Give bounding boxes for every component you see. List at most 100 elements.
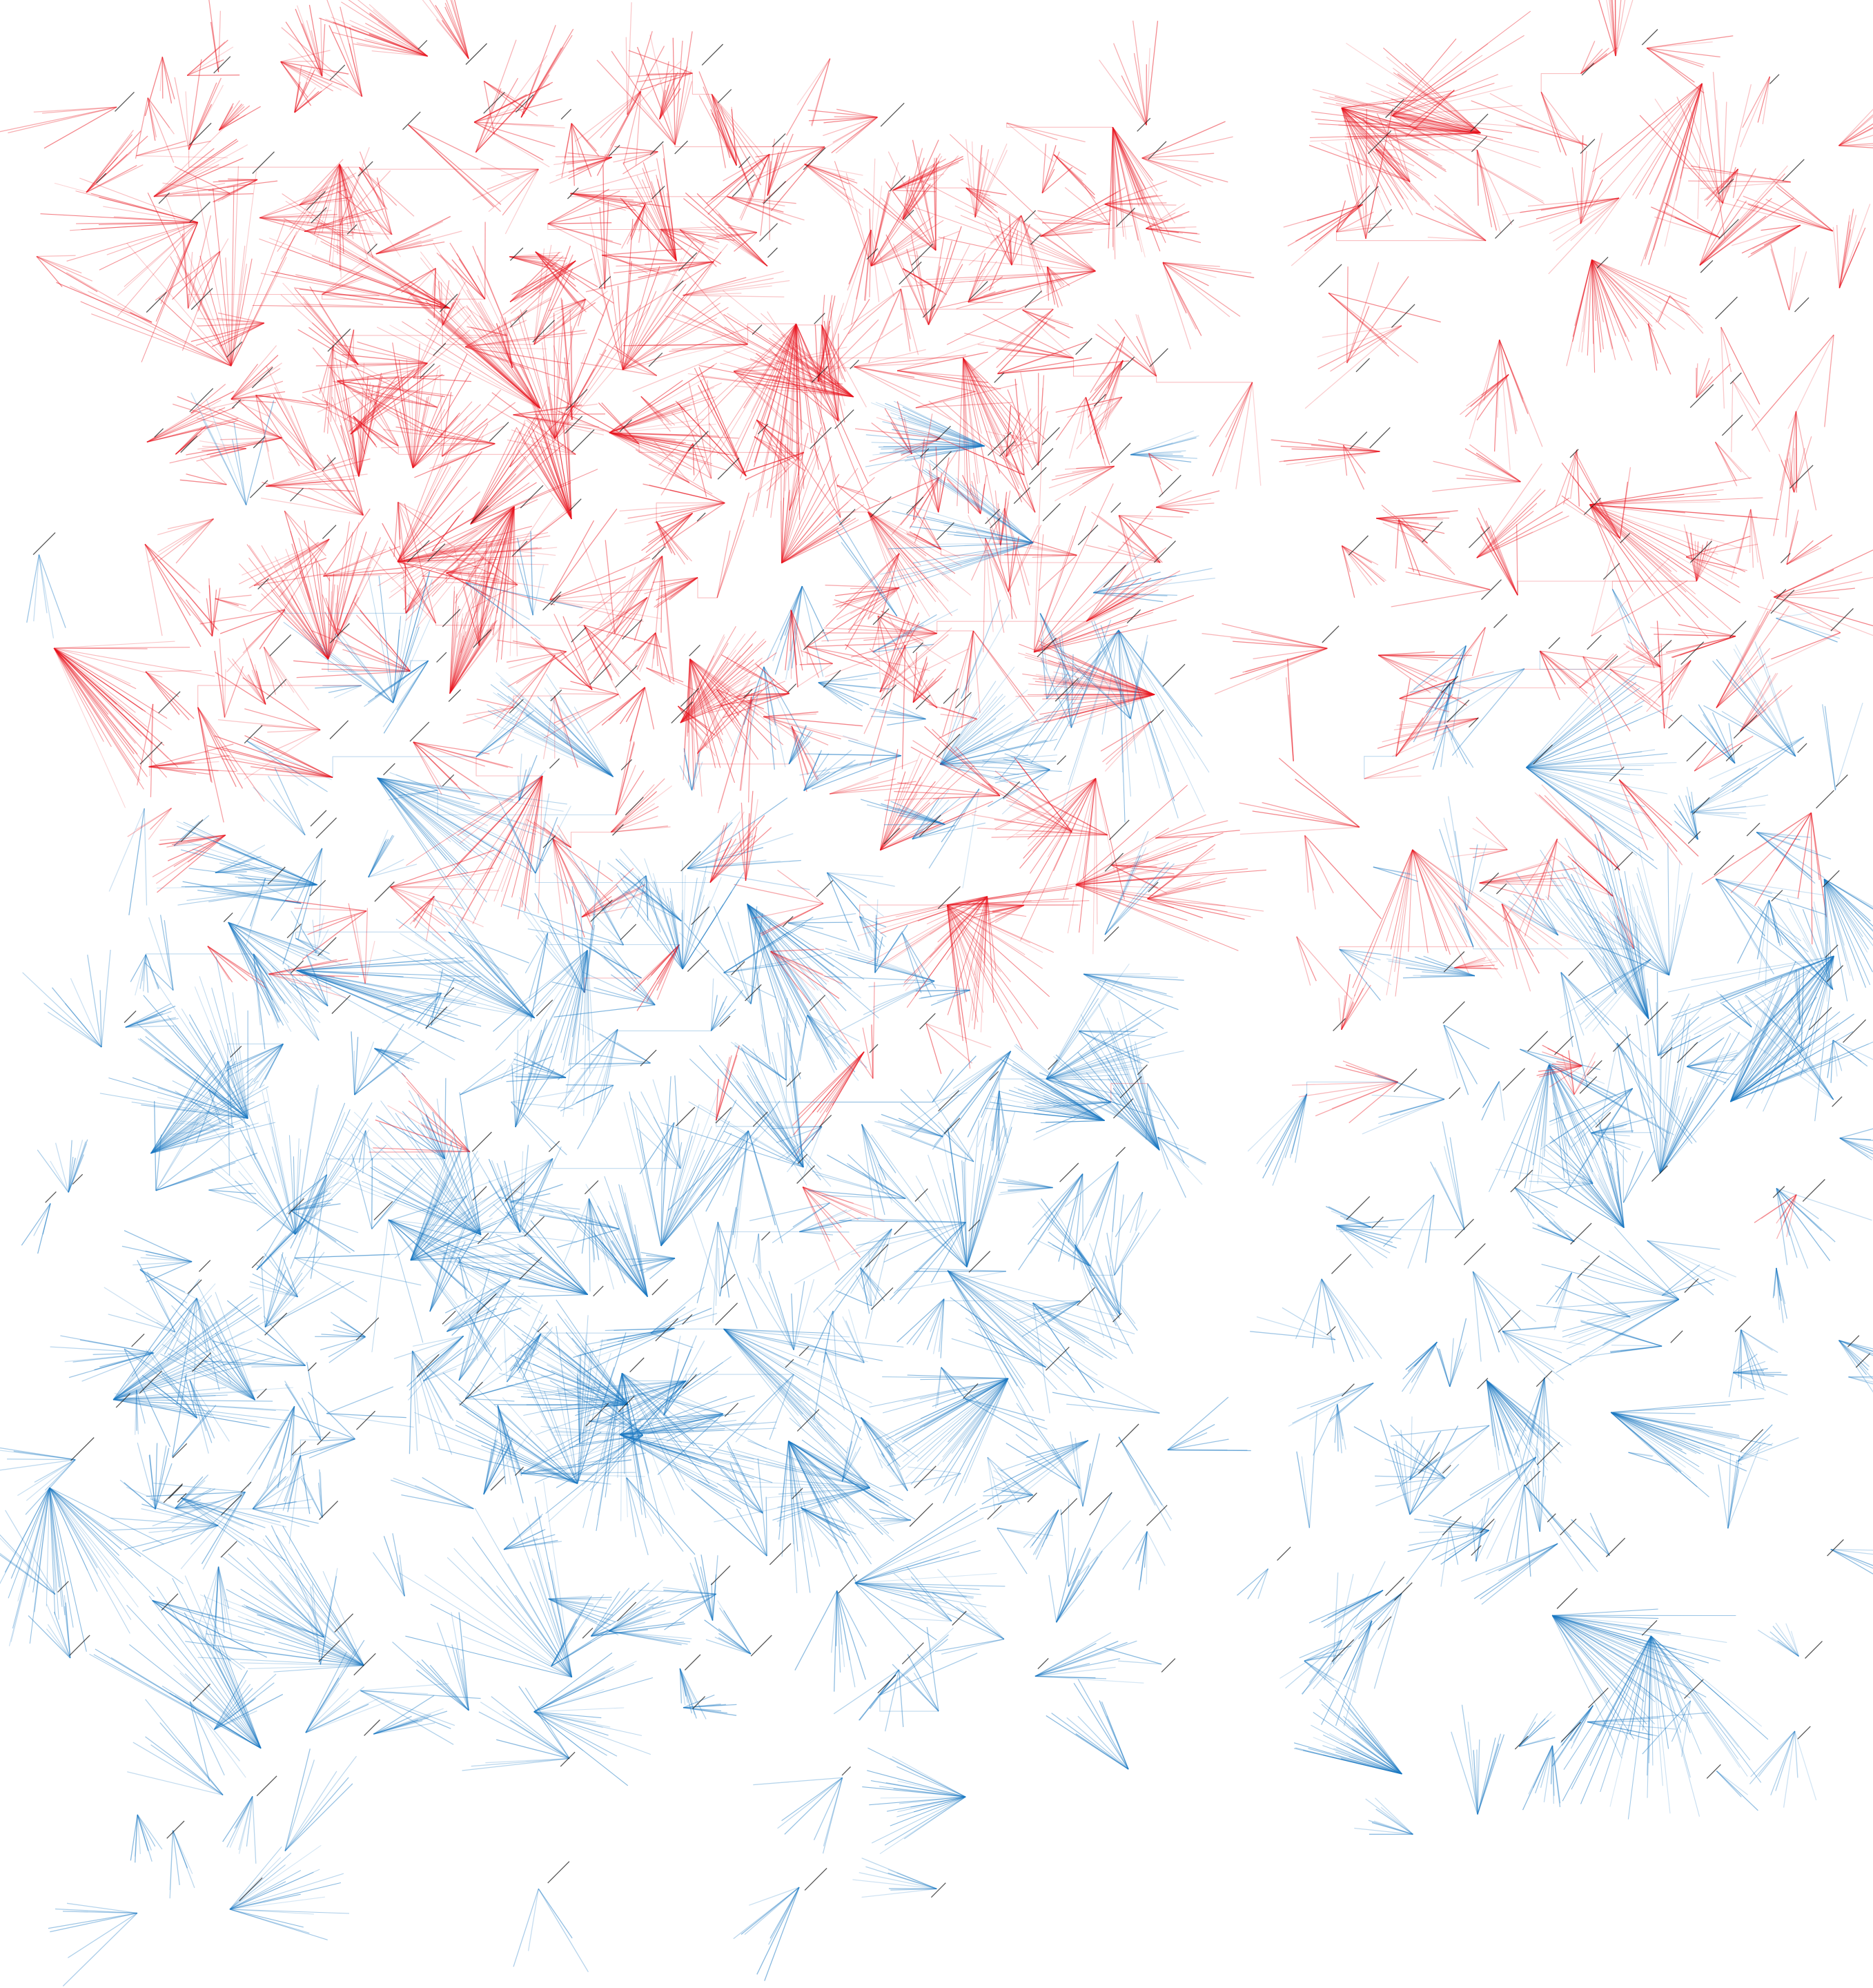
fan-line — [217, 10, 222, 72]
fan-line — [596, 91, 642, 176]
fan-line — [613, 151, 658, 163]
fan-line — [294, 84, 300, 113]
fan-line — [339, 164, 349, 231]
fan-line — [1371, 90, 1481, 134]
fan-line — [295, 8, 323, 77]
fan-line — [823, 117, 878, 124]
fan-line — [218, 106, 245, 131]
fan-cluster — [472, 168, 539, 235]
fan-line — [1112, 127, 1124, 237]
fan-line — [1732, 168, 1739, 198]
fan-line — [1312, 88, 1481, 134]
fan-line — [473, 94, 527, 123]
fan-line — [1397, 73, 1481, 134]
fan-cluster — [186, 39, 240, 77]
fan-line — [473, 121, 544, 161]
fan-line — [339, 164, 353, 227]
fan-line — [1341, 107, 1409, 200]
fan-line — [218, 104, 242, 131]
fan-line — [822, 632, 937, 634]
fan-line — [1476, 149, 1513, 225]
fan-line — [836, 108, 878, 118]
fan-line — [1141, 153, 1215, 159]
fan-line — [339, 164, 353, 219]
fan-cluster — [1341, 90, 1461, 230]
fan-line — [711, 94, 761, 170]
fan-line — [1391, 115, 1481, 143]
fan-line — [1112, 127, 1145, 195]
fan-line — [520, 25, 556, 118]
fan-line — [280, 61, 349, 88]
fan-line — [749, 154, 770, 205]
fan-line — [1391, 10, 1531, 117]
fan-line — [1653, 83, 1703, 185]
fan-line — [520, 46, 564, 118]
fan-line — [289, 164, 340, 231]
fan-line — [674, 69, 692, 145]
fan-cluster — [277, 164, 401, 278]
fan-line — [1391, 51, 1462, 117]
fan-line — [1053, 154, 1085, 186]
fan-line — [1366, 119, 1481, 134]
fan-line — [339, 164, 343, 237]
fan-line — [359, 166, 398, 206]
fan-line — [1099, 59, 1147, 126]
fan-line — [571, 123, 573, 168]
fan-line — [568, 157, 612, 179]
fan-line — [566, 157, 612, 165]
fan-line — [475, 98, 527, 153]
fan-line — [313, 65, 362, 97]
fan-line — [747, 154, 770, 205]
fan-line — [786, 58, 831, 136]
fan-line — [1405, 90, 1455, 137]
fan-line — [326, 0, 363, 97]
fan-line — [1132, 20, 1147, 126]
fan-line — [1706, 168, 1738, 201]
fan-line — [600, 90, 642, 139]
fan-line — [1404, 63, 1481, 134]
fan-line — [1112, 43, 1147, 126]
fan-line — [628, 50, 693, 74]
fan-line — [1615, 0, 1622, 57]
fan-line — [281, 27, 363, 97]
fan-line — [359, 166, 385, 207]
fan-line — [1112, 127, 1146, 257]
fan-line — [1353, 133, 1481, 139]
fan-line — [408, 124, 502, 205]
fan-line — [1341, 107, 1391, 206]
fan-line — [1310, 133, 1481, 142]
fan-line — [161, 57, 173, 104]
fan-line — [1341, 107, 1367, 167]
fan-line — [1471, 100, 1588, 146]
fan-line — [1341, 107, 1435, 157]
fan-line — [1335, 102, 1481, 134]
fan-line — [1141, 157, 1213, 183]
fan-line — [353, 43, 428, 57]
fan-line — [1580, 55, 1608, 75]
fan-line — [571, 123, 600, 157]
fan-line — [1341, 108, 1372, 230]
fan-line — [331, 17, 428, 57]
fan-line — [1341, 107, 1429, 156]
fan-line — [147, 97, 156, 141]
fan-cluster — [208, 0, 222, 72]
fan-line — [659, 66, 688, 120]
fan-line — [1592, 83, 1703, 173]
fan-line — [483, 81, 519, 109]
fan-line — [1375, 148, 1424, 201]
fan-line — [1398, 82, 1481, 134]
fan-line — [811, 58, 831, 126]
fan-line — [659, 70, 686, 120]
fan-line — [483, 81, 526, 115]
fan-line — [1647, 35, 1734, 49]
fan-line — [500, 168, 539, 177]
fan-line — [711, 94, 762, 186]
fan-line — [1341, 107, 1447, 173]
fan-line — [313, 164, 340, 235]
fan-line — [1121, 75, 1147, 126]
fan-line — [1341, 107, 1440, 148]
fan-line — [308, 4, 323, 77]
fan-line — [340, 6, 363, 97]
